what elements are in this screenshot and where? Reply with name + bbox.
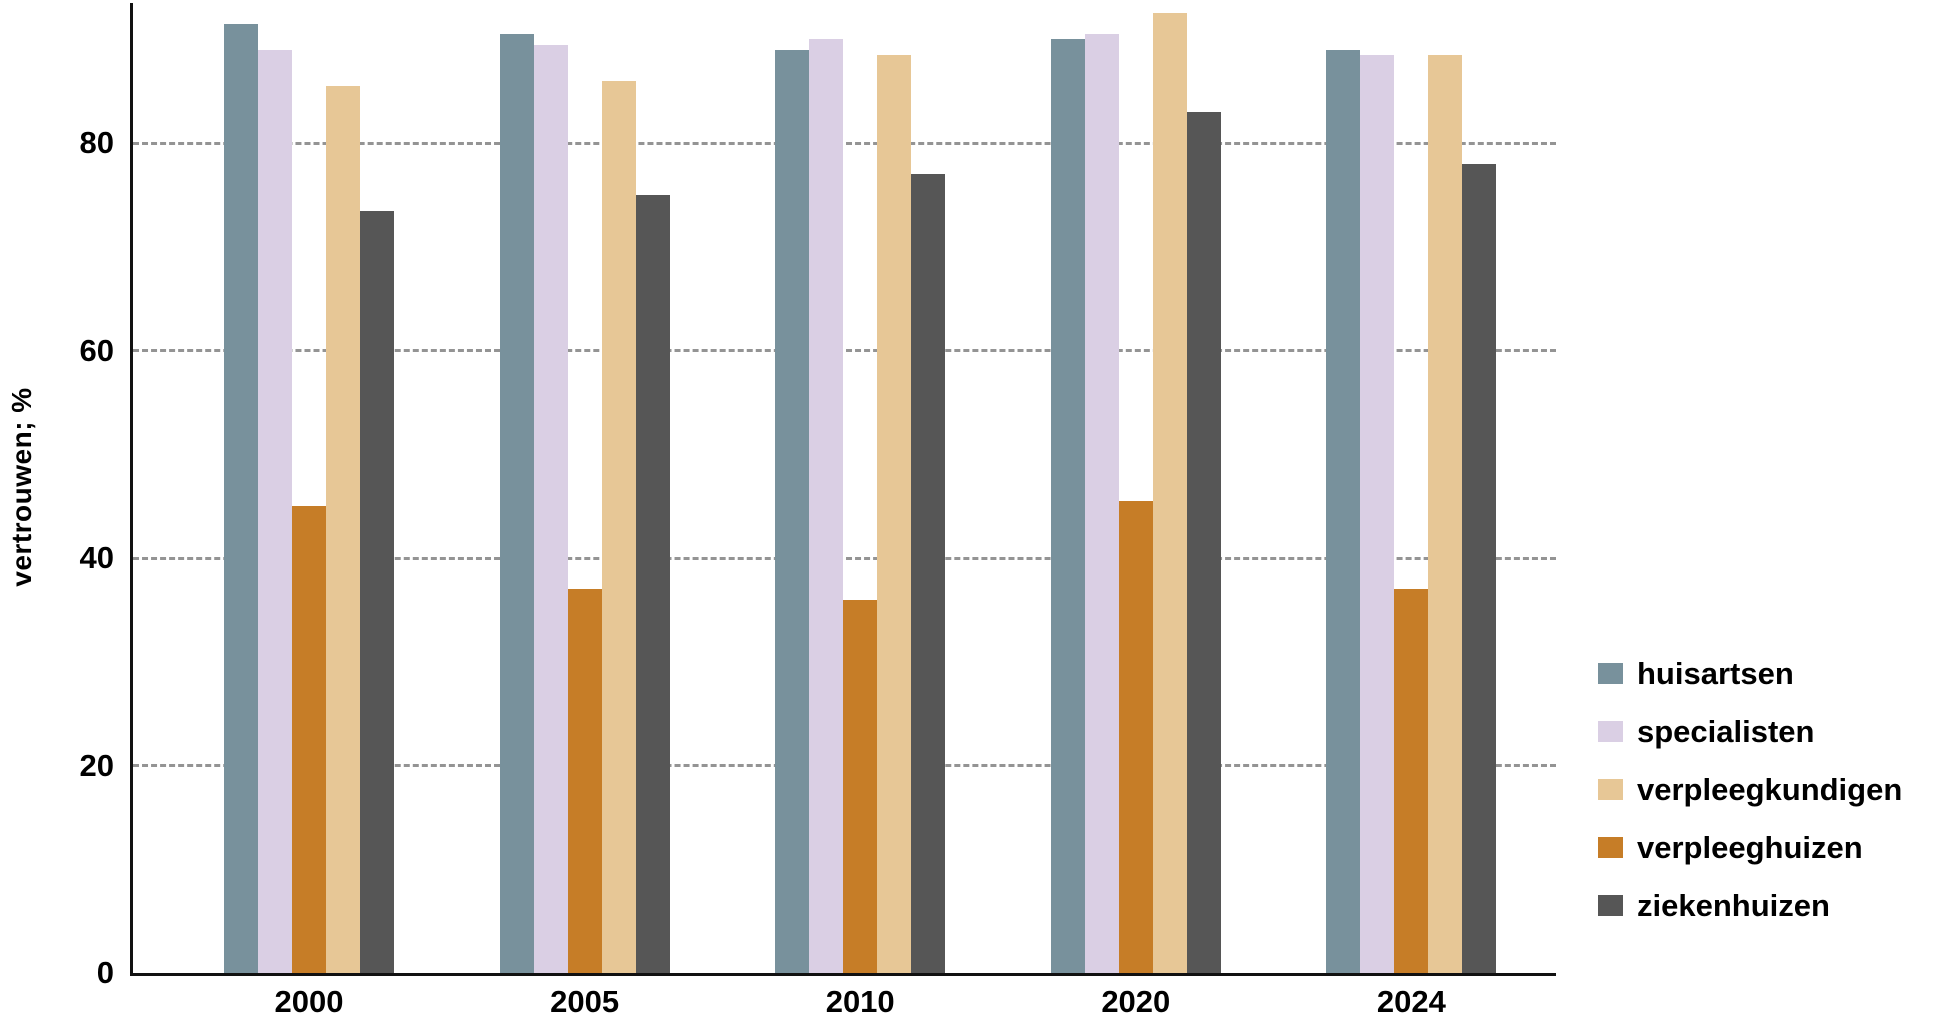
legend-swatch-huisartsen xyxy=(1598,662,1623,684)
legend-label-huisartsen: huisartsen xyxy=(1637,655,1794,691)
plot-area xyxy=(130,3,1556,976)
bar-huisartsen-2000 xyxy=(224,23,258,973)
x-tick-label-2000: 2000 xyxy=(274,984,344,1019)
y-tick-label-60: 60 xyxy=(79,332,114,368)
bar-specialisten-2005 xyxy=(533,44,568,973)
x-tick-label-2005: 2005 xyxy=(550,984,620,1019)
legend-label-verpleegkundigen: verpleegkundigen xyxy=(1637,771,1903,807)
gridline-60 xyxy=(133,349,1556,353)
legend-swatch-ziekenhuizen xyxy=(1598,894,1623,916)
bar-ziekenhuizen-2024 xyxy=(1462,163,1497,973)
legend-item-huisartsen: huisartsen xyxy=(1598,654,1902,692)
bar-ziekenhuizen-2005 xyxy=(635,194,670,973)
bar-ziekenhuizen-2020 xyxy=(1186,111,1221,973)
bar-verpleegkundigen-2010 xyxy=(877,54,912,973)
bar-specialisten-2020 xyxy=(1084,34,1119,973)
bar-huisartsen-2005 xyxy=(499,34,534,973)
bar-specialisten-2024 xyxy=(1360,54,1395,973)
legend-item-ziekenhuizen: ziekenhuizen xyxy=(1598,886,1902,924)
y-tick-label-20: 20 xyxy=(79,747,114,783)
bar-specialisten-2010 xyxy=(809,39,844,973)
bar-verpleeghuizen-2000 xyxy=(292,506,326,973)
bar-ziekenhuizen-2010 xyxy=(911,174,946,973)
legend-swatch-specialisten xyxy=(1598,720,1623,742)
gridline-80 xyxy=(133,141,1556,145)
gridline-40 xyxy=(133,556,1556,560)
legend: huisartsen specialisten verpleegkundigen ve… xyxy=(1598,654,1902,944)
bar-huisartsen-2020 xyxy=(1050,39,1085,973)
legend-swatch-verpleeghuizen xyxy=(1598,836,1623,858)
y-tick-label-80: 80 xyxy=(79,124,114,160)
bar-verpleeghuizen-2020 xyxy=(1118,500,1153,973)
legend-item-specialisten: specialisten xyxy=(1598,712,1902,750)
legend-label-specialisten: specialisten xyxy=(1637,713,1815,749)
bar-ziekenhuizen-2000 xyxy=(360,210,394,973)
bar-verpleeghuizen-2010 xyxy=(843,599,878,973)
x-tick-label-2020: 2020 xyxy=(1101,984,1171,1019)
y-tick-label-40: 40 xyxy=(79,539,114,575)
bar-verpleegkundigen-2005 xyxy=(601,80,636,973)
legend-label-verpleeghuizen: verpleeghuizen xyxy=(1637,829,1863,865)
legend-label-ziekenhuizen: ziekenhuizen xyxy=(1637,887,1830,923)
bar-huisartsen-2010 xyxy=(775,49,810,973)
bar-verpleegkundigen-2024 xyxy=(1428,54,1463,973)
bar-verpleeghuizen-2024 xyxy=(1394,589,1429,973)
bar-verpleegkundigen-2000 xyxy=(326,86,360,973)
legend-item-verpleeghuizen: verpleeghuizen xyxy=(1598,828,1902,866)
bar-verpleeghuizen-2005 xyxy=(567,589,602,973)
bar-specialisten-2000 xyxy=(258,49,292,973)
bar-verpleegkundigen-2020 xyxy=(1152,13,1187,973)
legend-swatch-verpleegkundigen xyxy=(1598,778,1623,800)
x-tick-label-2010: 2010 xyxy=(825,984,895,1019)
y-tick-label-0: 0 xyxy=(96,954,114,990)
x-tick-label-2024: 2024 xyxy=(1376,984,1446,1019)
bar-huisartsen-2024 xyxy=(1326,49,1361,973)
legend-item-verpleegkundigen: verpleegkundigen xyxy=(1598,770,1902,808)
